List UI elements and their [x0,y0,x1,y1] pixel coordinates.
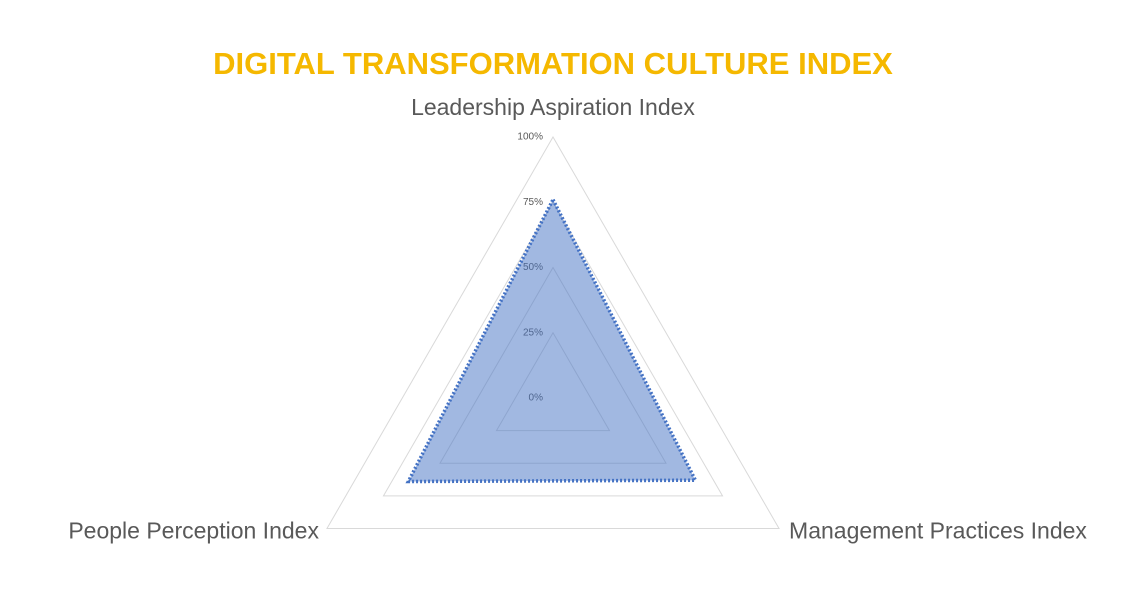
category-label: Management Practices Index [789,518,1087,544]
grid-ring [382,201,724,497]
chart-title: DIGITAL TRANSFORMATION CULTURE INDEX [213,46,893,81]
grid-ring [326,136,780,529]
y-tick-label: 100% [517,132,543,143]
radar-area [405,195,699,484]
category-label: Leadership Aspiration Index [411,94,695,120]
y-tick-label: 75% [523,197,543,208]
category-label: People Perception Index [68,518,319,544]
